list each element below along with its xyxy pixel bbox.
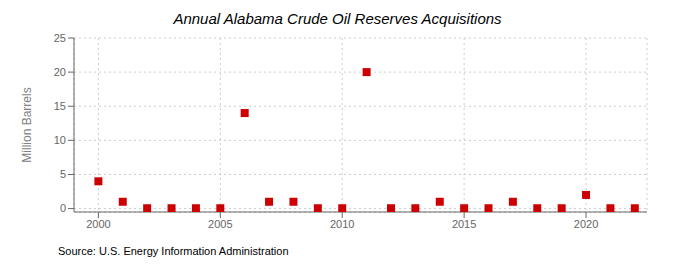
svg-text:2020: 2020 [574,218,598,230]
svg-text:2010: 2010 [330,218,354,230]
svg-text:15: 15 [54,100,66,112]
svg-text:5: 5 [60,168,66,180]
svg-text:2005: 2005 [208,218,232,230]
svg-text:2000: 2000 [86,218,110,230]
svg-text:20: 20 [54,66,66,78]
html-text:Annual Alabama Crude Oil Reser: Annual Alabama Crude Oil Reserves Acquis… [173,10,502,27]
svg-text:0: 0 [60,202,66,214]
html-text:Source: U.S. Energy Informatio: Source: U.S. Energy Information Administ… [58,245,289,257]
svg-text:10: 10 [54,134,66,146]
svg-text:2015: 2015 [452,218,476,230]
svg-text:25: 25 [54,32,66,44]
svg-text:Million Barrels: Million Barrels [20,87,34,162]
